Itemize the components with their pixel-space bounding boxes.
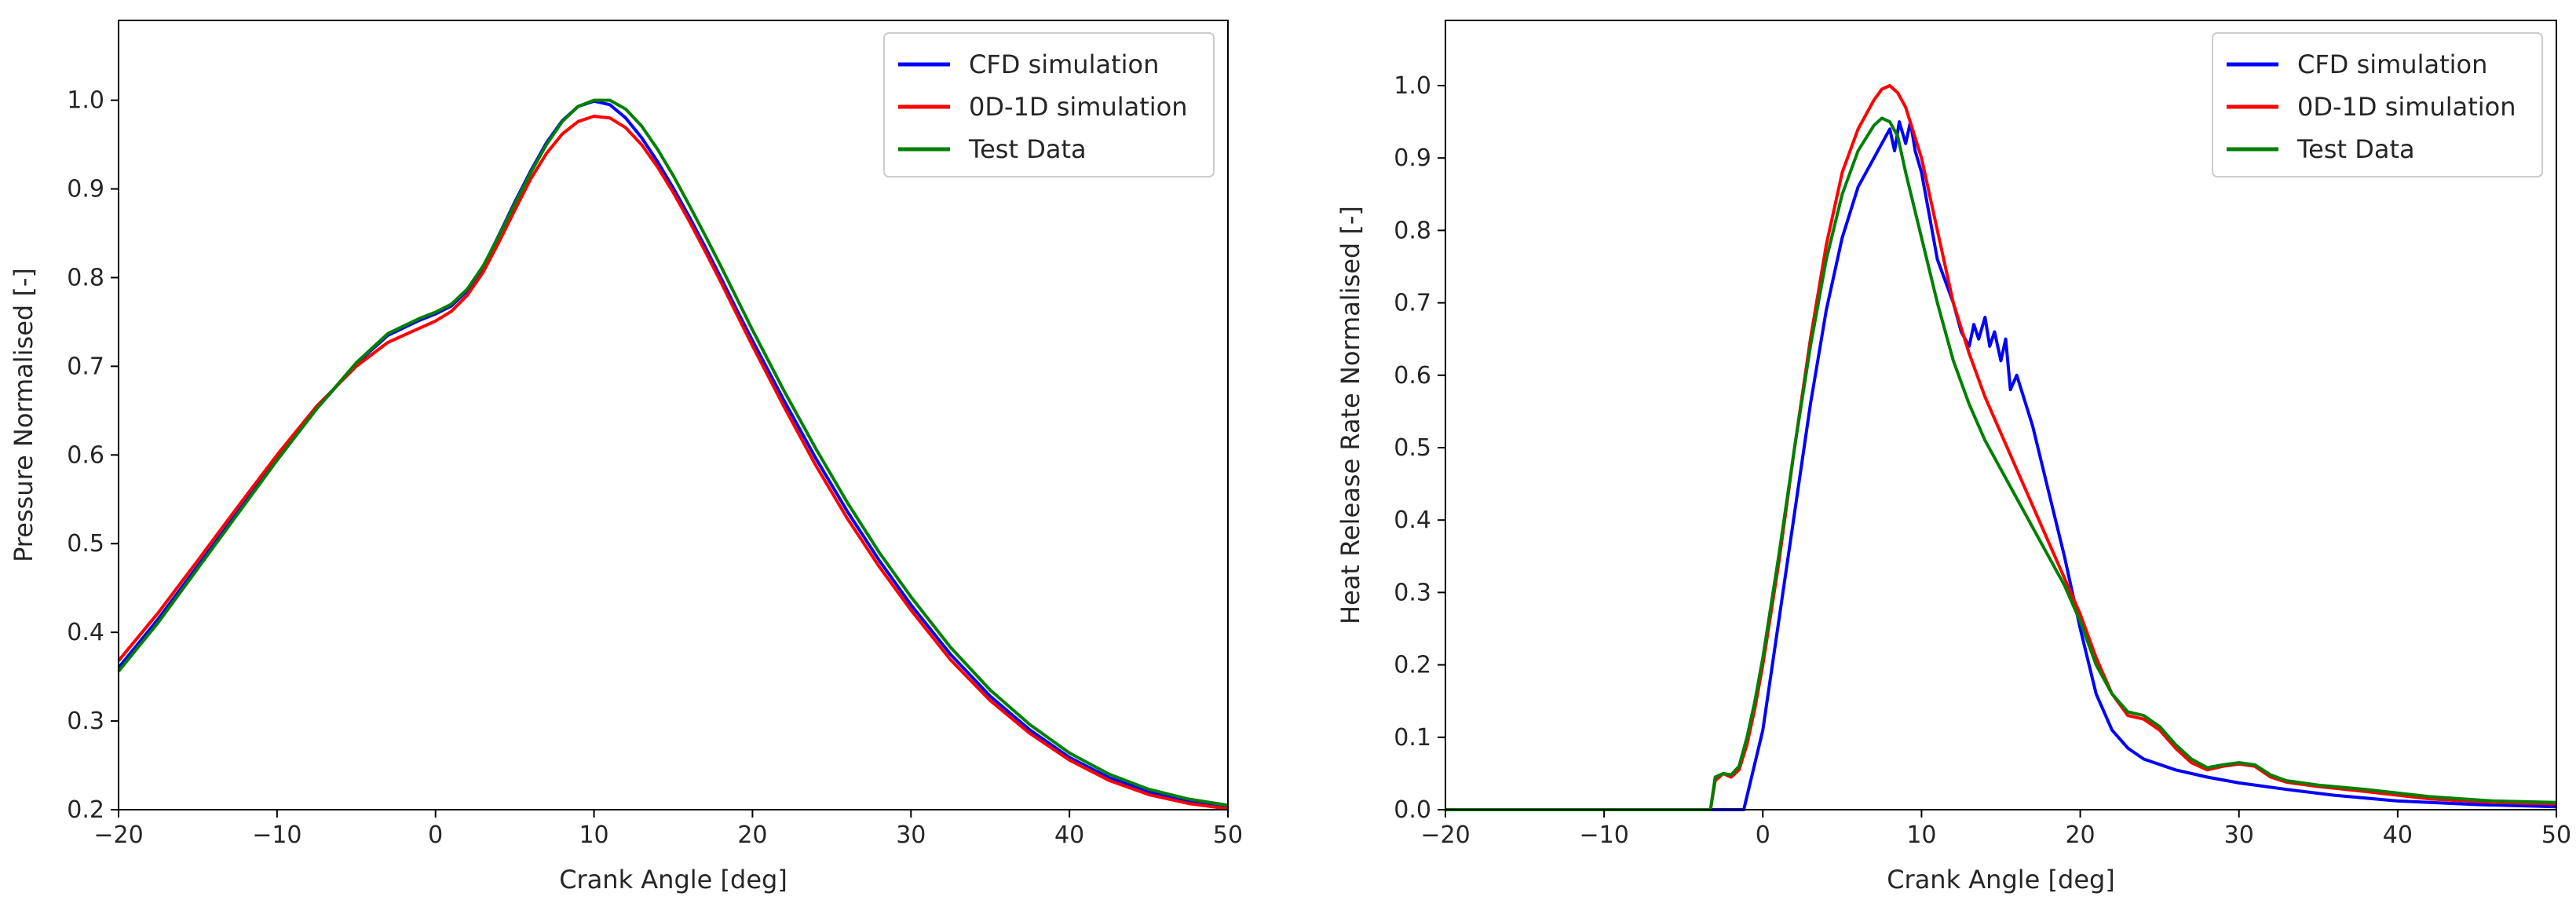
x-tick-label: 40 — [2383, 821, 2413, 849]
x-tick-label: 10 — [579, 821, 608, 849]
x-axis-label: Crank Angle [deg] — [559, 865, 787, 895]
legend-label: 0D-1D simulation — [2297, 92, 2516, 122]
chart-1: −20 −10 0 10 20 30 40 50 0.2 0.3 0.4 0.5 0.6 0.7 0.8 0.… — [9, 20, 1243, 895]
y-tick-label: 0.9 — [67, 176, 104, 203]
legend: CFD simulation 0D-1D simulation Test Data — [883, 32, 1215, 177]
series-line — [117, 99, 1229, 810]
legend-label: Test Data — [2296, 134, 2415, 164]
x-tick-label: 40 — [1054, 821, 1084, 849]
y-tick-label: 0.6 — [1394, 362, 1431, 390]
chart-2: −20 −10 0 10 20 30 40 50 0.0 0.1 0.2 0.3 0.4 0.5 0.6 0.… — [1336, 20, 2571, 895]
y-tick-label: 0.5 — [67, 530, 104, 558]
series-line — [1445, 84, 2557, 811]
y-tick-label: 0.1 — [1394, 724, 1431, 752]
x-tick-label: −10 — [252, 821, 301, 849]
legend-box — [883, 32, 1215, 177]
x-tick-label: 20 — [737, 821, 767, 849]
legend-label: 0D-1D simulation — [969, 92, 1188, 122]
x-tick-label: 30 — [2224, 821, 2254, 849]
legend-label: CFD simulation — [969, 49, 1159, 79]
y-tick-label: 0.3 — [67, 708, 104, 735]
y-tick-label: 0.8 — [1394, 217, 1431, 244]
y-tick-label: 0.4 — [67, 619, 104, 646]
y-tick-label: 0.6 — [67, 441, 104, 469]
y-tick-label: 0.7 — [67, 353, 104, 380]
x-tick-label: 0 — [1756, 821, 1770, 849]
legend-box — [2212, 32, 2543, 177]
x-tick-label: 30 — [896, 821, 926, 849]
legend-label: Test Data — [968, 134, 1087, 164]
plot-frame — [118, 20, 1229, 810]
x-tick-label: −10 — [1579, 821, 1628, 849]
x-tick-label: 20 — [2065, 821, 2095, 849]
y-axis-label: Heat Release Rate Normalised [-] — [1336, 206, 1365, 624]
y-tick-label: 0.7 — [1394, 290, 1431, 317]
y-tick-label: 0.8 — [67, 264, 104, 291]
x-tick-label: 50 — [2541, 821, 2571, 849]
x-tick-label: −20 — [1420, 821, 1470, 849]
y-tick-label: 0.3 — [1394, 579, 1431, 606]
y-tick-label: 0.0 — [1394, 796, 1431, 824]
legend: CFD simulation 0D-1D simulation Test Data — [2212, 32, 2543, 177]
y-tick-label: 1.0 — [67, 87, 104, 115]
series-line — [1445, 120, 2557, 811]
series-line — [117, 98, 1229, 807]
y-tick-label: 0.5 — [1394, 434, 1431, 462]
y-tick-label: 1.0 — [1394, 72, 1431, 100]
y-tick-label: 0.4 — [1394, 507, 1431, 534]
y-tick-label: 0.9 — [1394, 145, 1431, 172]
x-axis-label: Crank Angle [deg] — [1887, 865, 2115, 895]
x-tick-label: 50 — [1213, 821, 1243, 849]
x-tick-label: 0 — [428, 821, 443, 849]
series-line — [1445, 116, 2557, 811]
plot-frame — [1445, 20, 2557, 810]
x-tick-label: 10 — [1906, 821, 1936, 849]
y-axis-label: Pressure Normalised [-] — [9, 268, 38, 562]
y-tick-label: 0.2 — [1394, 652, 1431, 679]
y-tick-label: 0.2 — [67, 796, 104, 824]
legend-label: CFD simulation — [2297, 49, 2487, 79]
series-line — [117, 115, 1229, 810]
x-tick-label: −20 — [93, 821, 143, 849]
